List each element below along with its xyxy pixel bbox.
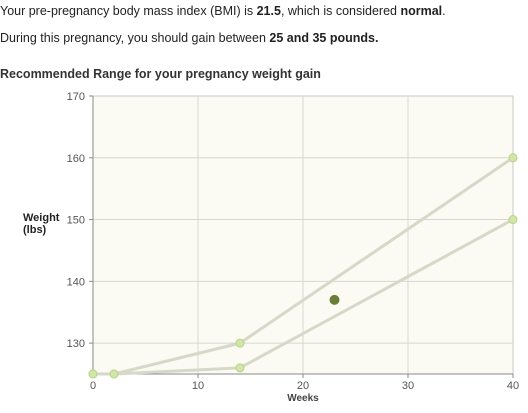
bmi-suffix: .: [442, 4, 446, 18]
x-tick-label: 10: [192, 380, 204, 392]
y-tick-label: 130: [67, 338, 85, 350]
y-tick-label: 150: [67, 215, 85, 227]
range-point-2: [508, 215, 518, 225]
bmi-statement: Your pre-pregnancy body mass index (BMI)…: [0, 4, 446, 18]
range-point-1: [235, 338, 245, 348]
x-tick-label: 40: [507, 380, 519, 392]
gain-prefix: During this pregnancy, you should gain b…: [0, 31, 270, 45]
y-tick-label: 170: [67, 91, 85, 103]
y-axis-label-unit: (lbs): [23, 224, 47, 236]
weight-gain-statement: During this pregnancy, you should gain b…: [0, 31, 378, 45]
y-axis-label: Weight: [23, 212, 60, 224]
bmi-category: normal: [400, 4, 443, 18]
y-tick-label: 160: [67, 153, 85, 165]
range-point-2: [88, 369, 98, 379]
bmi-prefix: Your pre-pregnancy body mass index (BMI)…: [0, 4, 257, 18]
x-axis-label: Weeks: [287, 393, 319, 404]
range-point-2: [109, 369, 119, 379]
x-tick-label: 30: [402, 380, 414, 392]
chart-title: Recommended Range for your pregnancy wei…: [0, 67, 321, 81]
range-point-2: [235, 363, 245, 373]
bmi-value: 21.5: [256, 4, 281, 18]
bmi-middle: , which is considered: [280, 4, 401, 18]
x-tick-label: 0: [90, 380, 96, 392]
current-weight-point: [329, 294, 340, 305]
y-tick-label: 140: [67, 276, 85, 288]
gain-range: 25 and 35 pounds.: [269, 31, 379, 45]
range-line-2: [93, 218, 514, 376]
range-point-1: [508, 153, 518, 163]
x-tick-label: 20: [297, 380, 309, 392]
